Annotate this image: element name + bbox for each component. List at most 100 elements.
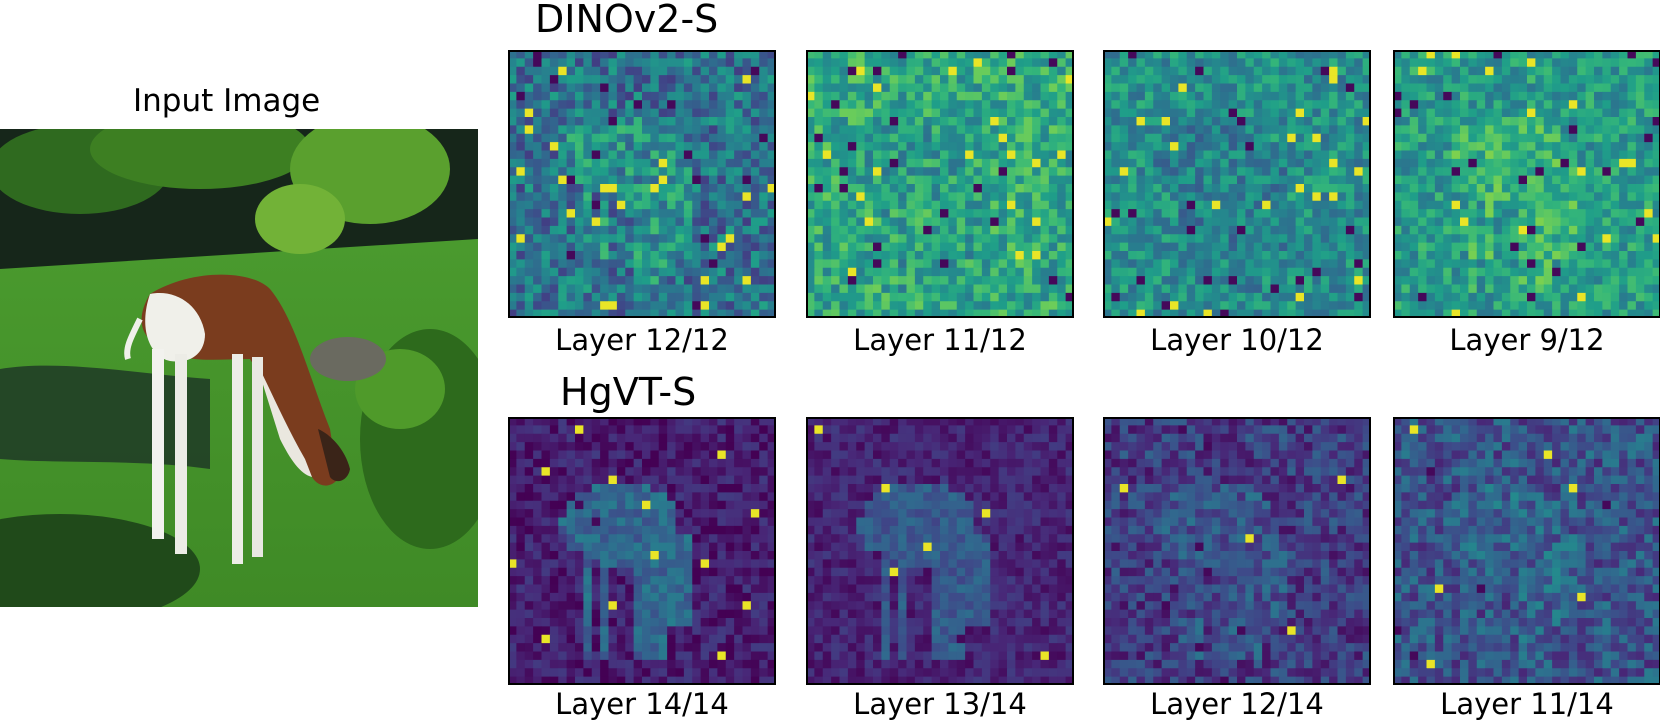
map-cell bbox=[524, 442, 534, 451]
map-cell bbox=[608, 609, 618, 619]
map-cell bbox=[1393, 267, 1402, 277]
map-cell bbox=[889, 58, 899, 68]
map-cell bbox=[725, 417, 735, 426]
map-cell bbox=[864, 309, 874, 318]
map-cell bbox=[1065, 234, 1074, 244]
map-cell bbox=[683, 626, 693, 636]
map-cell bbox=[524, 242, 534, 252]
map-cell bbox=[566, 601, 576, 611]
map-cell bbox=[750, 217, 760, 227]
map-cell bbox=[1040, 108, 1050, 118]
panel-caption: Layer 11/12 bbox=[853, 323, 1027, 357]
map-cell bbox=[1144, 267, 1154, 277]
map-cell bbox=[667, 643, 676, 652]
map-cell bbox=[847, 234, 857, 244]
map-cell bbox=[1312, 259, 1322, 269]
map-cell bbox=[1161, 50, 1171, 59]
map-cell bbox=[767, 509, 776, 518]
map-cell bbox=[1401, 184, 1411, 193]
map-cell bbox=[1111, 292, 1121, 302]
map-cell bbox=[1128, 209, 1137, 218]
map-cell bbox=[1468, 234, 1478, 244]
map-cell bbox=[533, 467, 542, 477]
map-cell bbox=[1295, 234, 1305, 244]
map-cell bbox=[1312, 117, 1322, 126]
map-cell bbox=[1401, 284, 1411, 294]
map-cell bbox=[1220, 125, 1230, 135]
map-cell bbox=[1568, 242, 1578, 252]
map-cell bbox=[759, 525, 769, 535]
map-cell bbox=[1594, 75, 1603, 84]
map-cell bbox=[1040, 75, 1050, 84]
map-cell bbox=[1295, 284, 1305, 294]
map-cell bbox=[524, 150, 534, 160]
map-cell bbox=[1485, 150, 1494, 160]
map-cell bbox=[750, 417, 760, 426]
map-cell bbox=[1119, 167, 1129, 177]
map-cell bbox=[1568, 184, 1578, 193]
map-cell bbox=[658, 517, 668, 527]
map-cell bbox=[1354, 75, 1364, 84]
map-cell bbox=[508, 517, 517, 527]
map-cell bbox=[956, 200, 966, 210]
map-cell bbox=[1560, 192, 1570, 202]
map-cell bbox=[566, 425, 576, 435]
map-cell bbox=[981, 184, 991, 193]
map-cell bbox=[541, 259, 551, 269]
map-cell bbox=[1128, 117, 1137, 126]
map-cell bbox=[1186, 125, 1196, 135]
map-cell bbox=[700, 184, 710, 193]
map-cell bbox=[1485, 91, 1494, 101]
map-cell bbox=[1543, 301, 1553, 311]
map-cell bbox=[1409, 167, 1419, 177]
map-cell bbox=[1128, 251, 1137, 260]
map-cell bbox=[700, 492, 710, 502]
map-cell bbox=[549, 458, 559, 468]
map-cell bbox=[1040, 142, 1050, 151]
map-cell bbox=[1451, 284, 1461, 294]
map-cell bbox=[1295, 66, 1305, 76]
map-cell bbox=[541, 184, 551, 193]
map-cell bbox=[549, 117, 559, 126]
map-cell bbox=[1518, 209, 1528, 218]
map-cell bbox=[1278, 284, 1288, 294]
map-cell bbox=[625, 75, 635, 84]
map-cell bbox=[709, 217, 718, 227]
map-cell bbox=[822, 184, 832, 193]
map-cell bbox=[1119, 276, 1129, 285]
map-cell bbox=[1023, 142, 1033, 151]
map-cell bbox=[709, 150, 718, 160]
map-cell bbox=[717, 225, 727, 235]
map-cell bbox=[1153, 184, 1163, 193]
map-cell bbox=[1543, 133, 1553, 143]
map-cell bbox=[956, 276, 966, 285]
map-cell bbox=[683, 142, 693, 151]
map-cell bbox=[658, 117, 668, 126]
map-cell bbox=[658, 567, 668, 577]
map-cell bbox=[1619, 284, 1628, 294]
map-cell bbox=[1535, 125, 1545, 135]
map-cell bbox=[1401, 309, 1411, 318]
map-cell bbox=[600, 309, 609, 318]
map-cell bbox=[847, 58, 857, 68]
map-cell bbox=[1552, 125, 1561, 135]
map-cell bbox=[675, 417, 685, 426]
map-cell bbox=[658, 50, 668, 59]
map-cell bbox=[683, 125, 693, 135]
map-cell bbox=[1128, 309, 1137, 318]
map-cell bbox=[956, 117, 966, 126]
map-cell bbox=[1015, 192, 1025, 202]
map-cell bbox=[1278, 108, 1288, 118]
map-cell bbox=[1007, 167, 1016, 177]
map-cell bbox=[625, 251, 635, 260]
map-cell bbox=[725, 142, 735, 151]
map-cell bbox=[717, 217, 727, 227]
map-cell bbox=[1451, 142, 1461, 151]
map-cell bbox=[709, 567, 718, 577]
map-cell bbox=[1040, 284, 1050, 294]
map-cell bbox=[566, 91, 576, 101]
map-cell bbox=[533, 484, 542, 493]
map-cell bbox=[683, 150, 693, 160]
map-cell bbox=[616, 584, 626, 594]
map-cell bbox=[675, 534, 685, 544]
